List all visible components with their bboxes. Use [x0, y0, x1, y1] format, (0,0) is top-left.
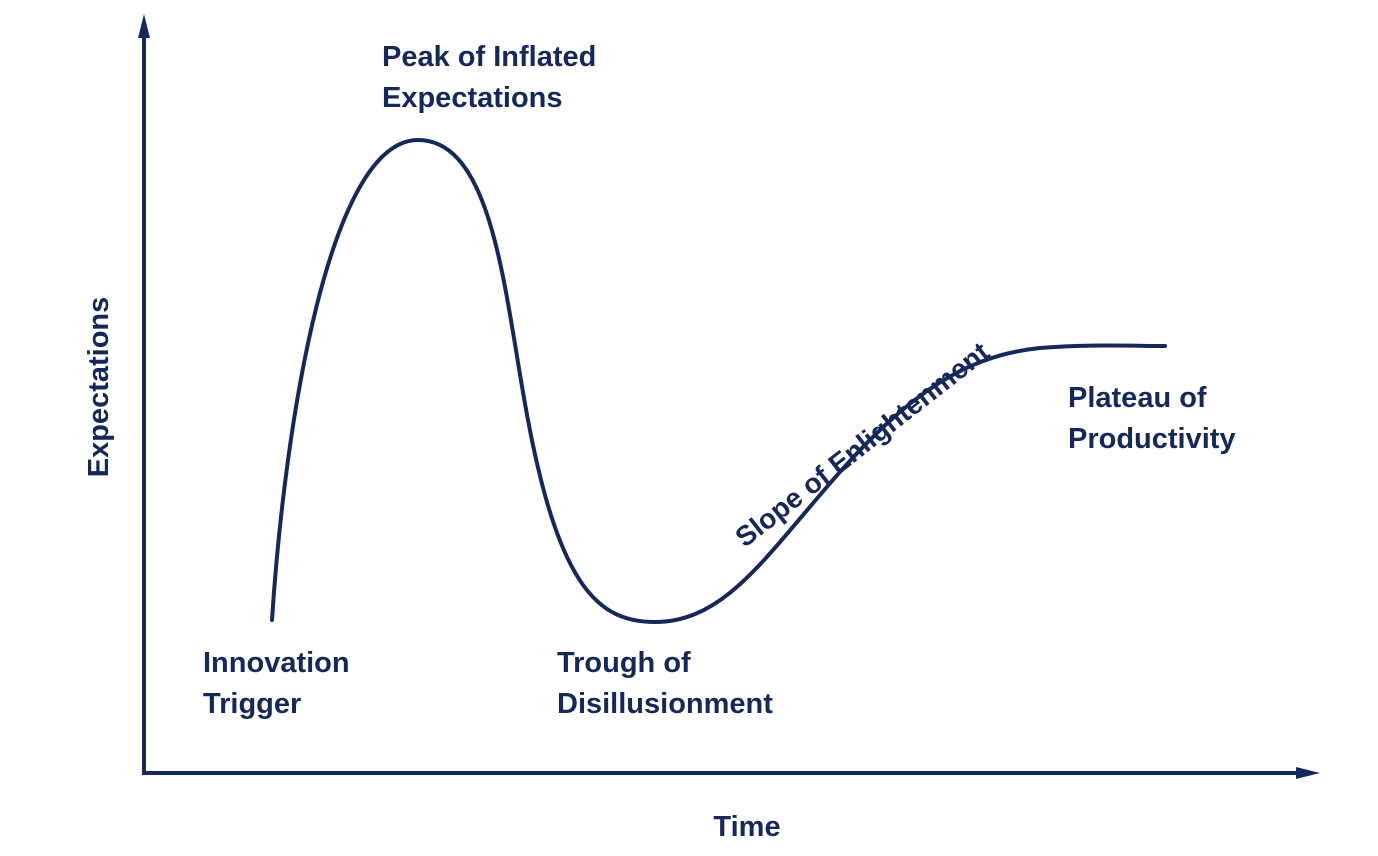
slope-label: Slope of Enlightenment: [729, 336, 994, 553]
y-axis-arrow: [138, 14, 150, 38]
innovation-trigger-line1: Innovation: [203, 647, 350, 679]
x-axis-arrow: [1296, 767, 1320, 779]
peak-label-line2: Expectations: [382, 82, 563, 114]
innovation-trigger-label: Innovation Trigger: [203, 643, 350, 725]
peak-label-line1: Peak of Inflated: [382, 41, 597, 73]
hype-curve: [270, 137, 1167, 625]
plateau-label-line2: Productivity: [1068, 423, 1236, 455]
trough-label-line1: Trough of: [557, 647, 691, 679]
peak-label: Peak of Inflated Expectations: [382, 37, 596, 119]
plateau-label-line1: Plateau of: [1068, 382, 1207, 414]
trough-label-line2: Disillusionment: [557, 688, 773, 720]
innovation-trigger-line2: Trigger: [203, 688, 302, 720]
plateau-label: Plateau of Productivity: [1068, 378, 1236, 460]
x-axis-label: Time: [713, 811, 780, 843]
trough-label: Trough of Disillusionment: [557, 643, 773, 725]
y-axis-label: Expectations: [83, 297, 115, 478]
